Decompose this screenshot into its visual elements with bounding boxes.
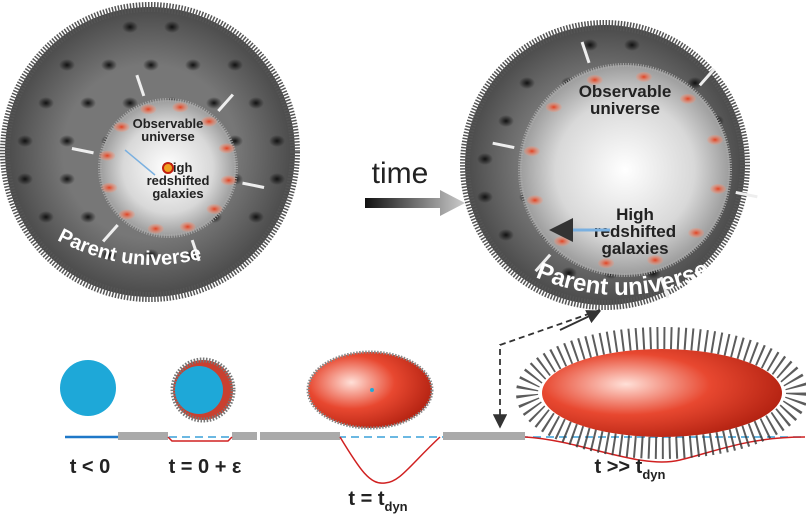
pointer-head bbox=[560, 312, 598, 330]
dark-spot bbox=[227, 59, 243, 71]
blue-disk bbox=[60, 360, 116, 416]
dark-spot bbox=[185, 59, 201, 71]
dark-spot bbox=[519, 77, 535, 89]
seed bbox=[370, 388, 374, 392]
label-line: universe bbox=[590, 99, 660, 118]
galaxy bbox=[524, 146, 540, 156]
galaxy bbox=[680, 94, 696, 104]
galaxy bbox=[180, 222, 196, 232]
galaxy bbox=[219, 143, 235, 153]
segment bbox=[118, 432, 168, 440]
galaxy bbox=[114, 122, 130, 132]
dark-spot bbox=[80, 211, 96, 223]
galaxy bbox=[221, 175, 237, 185]
galaxy bbox=[206, 204, 222, 214]
dark-spot bbox=[17, 135, 33, 147]
dip bbox=[340, 437, 440, 483]
dark-spot bbox=[477, 153, 493, 165]
galaxy bbox=[172, 102, 188, 112]
dark-spot bbox=[498, 115, 514, 127]
time-arrow bbox=[365, 190, 465, 216]
dark-spot bbox=[59, 59, 75, 71]
segment bbox=[443, 432, 525, 440]
dark-spot bbox=[269, 135, 285, 147]
stage-label: t = 0 + ε bbox=[169, 456, 242, 478]
dark-spot bbox=[17, 173, 33, 185]
galaxy bbox=[101, 183, 117, 193]
stage-label: t >> tdyn bbox=[595, 456, 666, 482]
dark-spot bbox=[38, 211, 54, 223]
dark-spot bbox=[143, 59, 159, 71]
segment bbox=[232, 432, 257, 440]
dark-spot bbox=[164, 21, 180, 33]
blue-disk bbox=[175, 366, 223, 414]
dark-spot bbox=[38, 97, 54, 109]
galaxy bbox=[201, 117, 217, 127]
galaxy bbox=[99, 151, 115, 161]
stage-label: t < 0 bbox=[70, 456, 111, 478]
time-label: time bbox=[372, 157, 429, 190]
dark-spot bbox=[206, 97, 222, 109]
galaxy bbox=[140, 104, 156, 114]
segment bbox=[260, 432, 340, 440]
dark-spot bbox=[101, 59, 117, 71]
dark-spot bbox=[248, 97, 264, 109]
dark-spot bbox=[122, 97, 138, 109]
page: {"left_panel": {"observable": ["Observab… bbox=[0, 0, 806, 523]
observable-label: Observableuniverse bbox=[133, 116, 204, 144]
dark-spot bbox=[477, 191, 493, 203]
dark-spot bbox=[498, 229, 514, 241]
red-ellipse bbox=[542, 349, 782, 437]
galaxy bbox=[527, 195, 543, 205]
dark-spot bbox=[59, 135, 75, 147]
galaxy bbox=[119, 209, 135, 219]
galaxy bbox=[546, 102, 562, 112]
galaxy bbox=[148, 224, 164, 234]
center-galaxy bbox=[163, 163, 173, 173]
dark-spot bbox=[122, 21, 138, 33]
label-line: universe bbox=[141, 129, 194, 144]
label-line: galaxies bbox=[152, 186, 203, 201]
galaxy bbox=[710, 184, 726, 194]
diagram: ObservableuniverseHighredshiftedgalaxies… bbox=[0, 0, 806, 523]
galaxy bbox=[554, 236, 570, 246]
galaxy bbox=[707, 135, 723, 145]
galaxy bbox=[688, 228, 704, 238]
galaxy bbox=[598, 258, 614, 268]
dark-spot bbox=[248, 211, 264, 223]
label-line: galaxies bbox=[601, 239, 668, 258]
dark-spot bbox=[80, 97, 96, 109]
dark-spot bbox=[269, 173, 285, 185]
dark-spot bbox=[59, 173, 75, 185]
dark-spot bbox=[624, 39, 640, 51]
galaxy bbox=[636, 72, 652, 82]
stage-label: t = tdyn bbox=[348, 488, 407, 514]
